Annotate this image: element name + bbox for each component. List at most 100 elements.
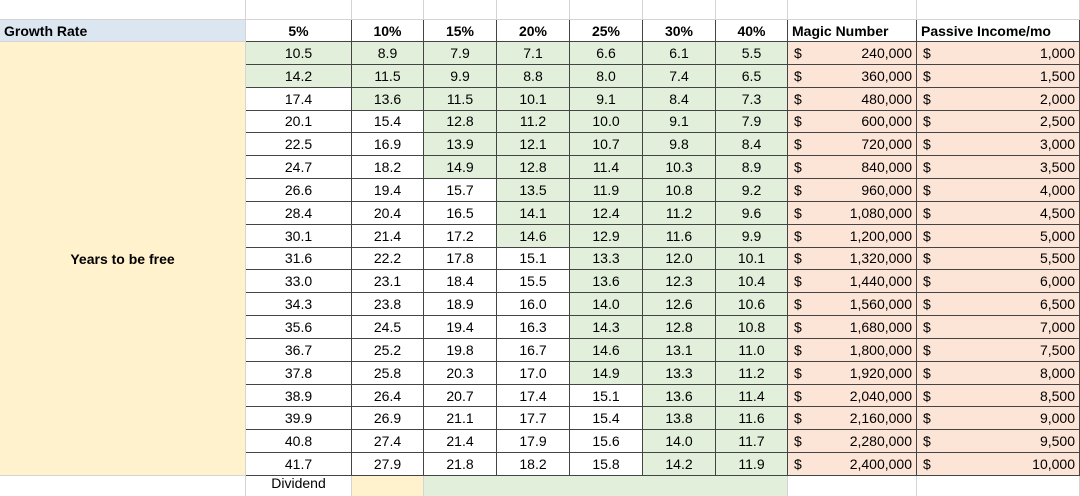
years-cell: 13.6 (352, 87, 424, 111)
passive-cell: $8,000 (917, 361, 1080, 385)
years-cell: 8.9 (716, 156, 788, 180)
years-cell: 14.0 (643, 430, 716, 454)
currency: $ (923, 181, 931, 198)
years-cell: 22.2 (352, 247, 424, 271)
passive-value: 6,500 (1039, 296, 1075, 313)
years-cell: 15.6 (570, 430, 643, 454)
years-cell: 17.7 (497, 407, 570, 431)
years-cell: 14.6 (570, 338, 643, 362)
passive-cell: $1,000 (917, 42, 1080, 65)
rate-header: 15% (424, 20, 497, 42)
years-cell: 11.5 (352, 64, 424, 88)
currency: $ (923, 296, 931, 313)
passive-cell: $5,500 (917, 247, 1080, 271)
years-cell: 13.6 (570, 270, 643, 294)
magic-value: 1,560,000 (849, 296, 912, 313)
years-cell: 12.0 (643, 247, 716, 271)
passive-value: 5,500 (1039, 250, 1075, 267)
passive-value: 7,500 (1039, 341, 1075, 358)
passive-value: 4,000 (1039, 181, 1075, 198)
years-cell: 17.4 (246, 87, 352, 111)
currency: $ (923, 250, 931, 267)
currency: $ (923, 410, 931, 427)
years-cell: 10.1 (716, 247, 788, 271)
magic-cell: $2,280,000 (788, 430, 917, 454)
years-cell: 19.8 (424, 338, 497, 362)
currency: $ (923, 90, 931, 107)
currency: $ (923, 364, 931, 381)
years-cell: 17.9 (497, 430, 570, 454)
years-cell: 17.2 (424, 224, 497, 248)
years-cell: 17.8 (424, 247, 497, 271)
years-cell: 15.4 (352, 110, 424, 134)
currency: $ (923, 456, 931, 473)
years-cell: 16.7 (497, 338, 570, 362)
years-cell: 7.9 (424, 42, 497, 65)
passive-value: 1,000 (1039, 44, 1075, 61)
years-cell: 14.6 (497, 224, 570, 248)
currency: $ (794, 364, 802, 381)
passive-cell: $4,500 (917, 201, 1080, 225)
empty-cell (643, 0, 716, 20)
rate-header: 20% (497, 20, 570, 42)
empty-cell (0, 0, 246, 20)
years-cell: 6.6 (570, 42, 643, 65)
years-cell: 23.1 (352, 270, 424, 294)
years-cell: 12.8 (497, 156, 570, 180)
years-cell: 10.8 (716, 316, 788, 339)
years-cell: 23.8 (352, 293, 424, 317)
years-cell: 8.0 (570, 64, 643, 88)
currency: $ (923, 319, 931, 335)
years-cell: 18.2 (497, 453, 570, 476)
magic-cell: $1,320,000 (788, 247, 917, 271)
years-cell: 25.2 (352, 338, 424, 362)
rate-header: 5% (246, 20, 352, 42)
years-cell: 8.4 (716, 133, 788, 157)
years-cell: 18.9 (424, 293, 497, 317)
magic-value: 1,920,000 (849, 364, 912, 381)
years-cell: 39.9 (246, 407, 352, 431)
years-cell: 26.9 (352, 407, 424, 431)
years-cell: 21.1 (424, 407, 497, 431)
magic-value: 1,200,000 (849, 227, 912, 244)
magic-cell: $1,800,000 (788, 338, 917, 362)
years-cell: 37.8 (246, 361, 352, 385)
magic-value: 2,160,000 (849, 410, 912, 427)
magic-value: 1,800,000 (849, 341, 912, 358)
years-cell: 8.8 (497, 64, 570, 88)
years-cell: 12.8 (643, 316, 716, 339)
years-cell: 7.4 (643, 64, 716, 88)
years-cell: 11.2 (643, 201, 716, 225)
years-cell: 16.9 (352, 133, 424, 157)
years-cell: 9.1 (643, 110, 716, 134)
years-cell: 7.9 (716, 110, 788, 134)
years-cell: 26.6 (246, 179, 352, 202)
passive-cell: $10,000 (917, 453, 1080, 476)
currency: $ (794, 341, 802, 358)
passive-value: 3,000 (1039, 136, 1075, 153)
currency: $ (794, 136, 802, 153)
empty-cell (788, 0, 917, 20)
currency: $ (794, 113, 802, 130)
empty-cell (917, 0, 1080, 20)
currency: $ (923, 204, 931, 221)
years-cell: 18.2 (352, 156, 424, 180)
passive-value: 2,000 (1039, 90, 1075, 107)
years-cell: 18.4 (424, 270, 497, 294)
magic-header: Magic Number (788, 20, 917, 42)
years-cell: 13.3 (643, 361, 716, 385)
years-cell: 9.2 (716, 179, 788, 202)
magic-value: 1,080,000 (849, 204, 912, 221)
years-cell: 14.1 (497, 201, 570, 225)
years-cell: 11.4 (716, 384, 788, 408)
magic-value: 840,000 (861, 159, 912, 176)
years-cell: 14.9 (570, 361, 643, 385)
years-cell: 40.8 (246, 430, 352, 454)
years-cell: 16.5 (424, 201, 497, 225)
years-cell: 13.9 (424, 133, 497, 157)
passive-cell: $4,000 (917, 179, 1080, 202)
header-label: Growth Rate (0, 20, 246, 42)
currency: $ (923, 67, 931, 84)
currency: $ (794, 204, 802, 221)
magic-cell: $1,080,000 (788, 201, 917, 225)
